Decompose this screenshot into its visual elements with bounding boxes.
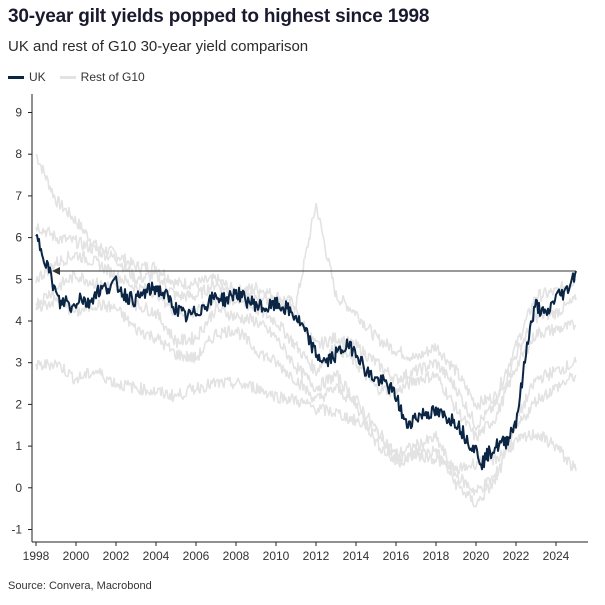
x-tick-label: 2012 — [303, 549, 330, 563]
legend-label-uk: UK — [29, 70, 46, 84]
y-tick-label: 9 — [15, 106, 22, 120]
annotation-arrow-head — [52, 266, 60, 275]
y-tick-label: 6 — [15, 231, 22, 245]
y-tick-label: 2 — [15, 397, 22, 411]
y-tick-label: 7 — [15, 189, 22, 203]
y-tick-label: 1 — [15, 439, 22, 453]
legend-swatch-rest-of-g10 — [59, 75, 76, 79]
x-tick-label: 2024 — [543, 549, 570, 563]
y-tick-label: 4 — [15, 314, 22, 328]
legend-swatch-uk — [8, 75, 24, 79]
y-tick-label: 8 — [15, 147, 22, 161]
chart-subtitle: UK and rest of G10 30-year yield compari… — [8, 38, 309, 55]
x-tick-label: 2008 — [223, 549, 250, 563]
series-line-rest-of-g10-6 — [35, 358, 577, 476]
x-tick-label: 2004 — [143, 549, 170, 563]
x-tick-label: 2002 — [103, 549, 130, 563]
chart-legend: UK Rest of G10 — [8, 70, 159, 84]
x-tick-label: 2000 — [63, 549, 90, 563]
annotation-layer — [52, 266, 576, 275]
axis-layer: -1 0 1 2 3 4 5 6 7 8 9 1998 2000 2002 2004 2006 2008 2010… — [11, 94, 588, 563]
chart-title: 30-year gilt yields popped to highest si… — [8, 6, 430, 27]
y-tick-label: 5 — [15, 272, 22, 286]
x-tick-label: 2006 — [183, 549, 210, 563]
x-tick-label: 2020 — [463, 549, 490, 563]
legend-label-rest-of-g10: Rest of G10 — [80, 70, 145, 84]
x-tick-label: 2018 — [423, 549, 450, 563]
legend-item-uk: UK — [8, 70, 46, 84]
x-tick-label: 2010 — [263, 549, 290, 563]
x-tick-label: 1998 — [23, 549, 50, 563]
legend-item-rest-of-g10: Rest of G10 — [59, 70, 145, 84]
x-tick-label: 2016 — [383, 549, 410, 563]
x-tick-label: 2022 — [503, 549, 530, 563]
x-tick-label: 2014 — [343, 549, 370, 563]
y-tick-label: 0 — [15, 481, 22, 495]
source-note: Source: Convera, Macrobond — [8, 580, 152, 592]
series-line-rest-of-g10-5 — [35, 294, 577, 508]
series-line-rest-of-g10-3 — [35, 250, 577, 442]
series-line-uk — [35, 234, 577, 471]
y-tick-label: 3 — [15, 356, 22, 370]
series-layer — [35, 153, 577, 508]
y-tick-label: -1 — [11, 522, 22, 536]
